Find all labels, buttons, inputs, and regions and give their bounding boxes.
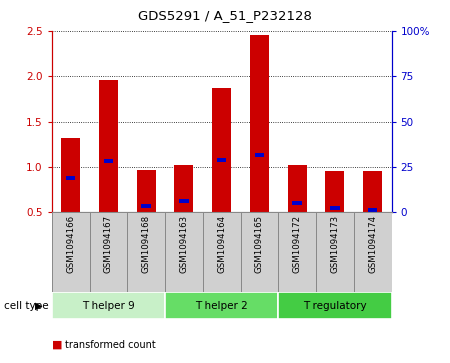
Text: ■: ■ — [52, 340, 62, 350]
Bar — [127, 212, 165, 292]
Bar — [278, 292, 392, 319]
Text: GSM1094168: GSM1094168 — [142, 215, 151, 273]
Bar — [325, 171, 344, 212]
Text: cell type: cell type — [4, 301, 49, 311]
Bar — [165, 212, 203, 292]
Bar — [175, 165, 194, 212]
Bar — [90, 212, 127, 292]
Text: T helper 2: T helper 2 — [195, 301, 248, 311]
Bar — [165, 292, 278, 319]
Bar — [288, 165, 306, 212]
Bar — [141, 204, 151, 208]
Bar — [217, 158, 226, 162]
Bar — [316, 212, 354, 292]
Bar — [99, 80, 118, 212]
Bar — [250, 35, 269, 212]
Bar — [255, 153, 264, 157]
Bar — [137, 170, 156, 212]
Bar — [203, 212, 240, 292]
Bar — [66, 176, 75, 180]
Bar — [52, 292, 165, 319]
Bar — [278, 212, 316, 292]
Text: GSM1094164: GSM1094164 — [217, 215, 226, 273]
Bar — [52, 212, 90, 292]
Bar — [363, 171, 382, 212]
Bar — [179, 199, 189, 203]
Bar — [354, 212, 392, 292]
Text: T helper 9: T helper 9 — [82, 301, 135, 311]
Text: ▶: ▶ — [35, 301, 42, 311]
Text: GSM1094173: GSM1094173 — [330, 215, 339, 273]
Bar — [330, 206, 340, 210]
Text: GSM1094172: GSM1094172 — [292, 215, 302, 273]
Text: GSM1094163: GSM1094163 — [180, 215, 189, 273]
Bar — [292, 201, 302, 205]
Text: GSM1094166: GSM1094166 — [66, 215, 75, 273]
Text: GSM1094174: GSM1094174 — [368, 215, 377, 273]
Text: GSM1094167: GSM1094167 — [104, 215, 113, 273]
Text: GDS5291 / A_51_P232128: GDS5291 / A_51_P232128 — [138, 9, 312, 22]
Text: T regulatory: T regulatory — [303, 301, 367, 311]
Bar — [104, 159, 113, 163]
Bar — [368, 208, 378, 212]
Bar — [240, 212, 278, 292]
Bar — [61, 138, 80, 212]
Bar — [212, 88, 231, 212]
Text: GSM1094165: GSM1094165 — [255, 215, 264, 273]
Text: transformed count: transformed count — [65, 340, 156, 350]
